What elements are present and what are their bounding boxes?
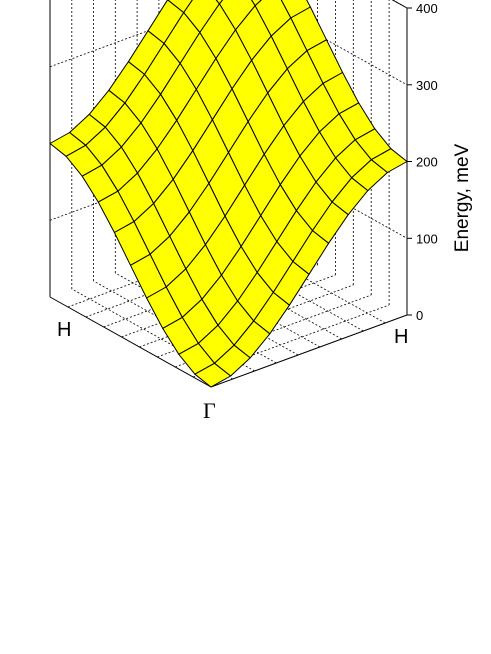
z-tick-label: 300 (416, 78, 438, 93)
corner-label-left: H (57, 319, 71, 341)
box-edge-floor-right (210, 314, 408, 388)
box-edge-floor-left (49, 296, 212, 388)
z-tick-label: 0 (416, 308, 423, 323)
grid-floor-line (71, 288, 233, 380)
grid-floor-line (175, 294, 372, 368)
z-axis: 0 100 200 300 400 (406, 1, 438, 323)
surface-patch (194, 362, 232, 388)
corner-label-right: H (394, 326, 408, 348)
z-tick-label: 400 (416, 1, 438, 16)
z-axis-title: Energy, meV (452, 143, 473, 252)
grid-floor-line (192, 304, 390, 378)
z-tick-label: 100 (416, 231, 438, 246)
surface-patch (250, 0, 263, 7)
corner-label-front: Γ (203, 398, 216, 423)
z-tick-label: 200 (416, 155, 438, 170)
energy-surface (49, 0, 408, 388)
surface-patch (215, 0, 224, 5)
